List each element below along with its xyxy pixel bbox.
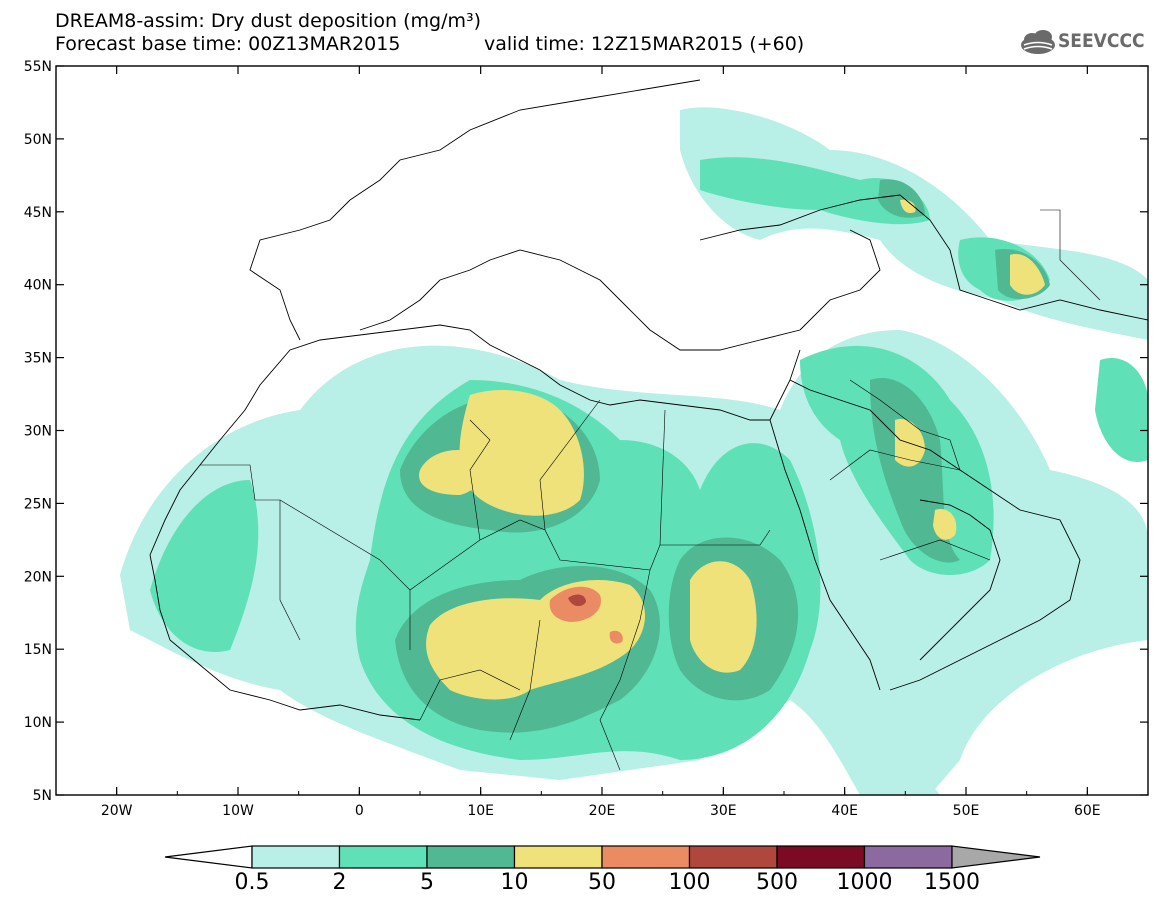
map-title: DREAM8-assim: Dry dust deposition (mg/m³… <box>55 10 482 32</box>
lat-label: 15N <box>24 642 52 658</box>
colorbar-label: 2 <box>333 870 347 895</box>
colorbar-label: 500 <box>756 870 798 895</box>
lat-label: 20N <box>24 569 52 585</box>
colorbar-swatch <box>601 845 691 869</box>
lat-label: 5N <box>33 788 52 804</box>
lon-label: 0 <box>355 803 364 819</box>
dust-deposition-layer <box>120 107 1148 795</box>
lat-label: 45N <box>24 205 52 221</box>
colorbar-label: 5 <box>420 870 434 895</box>
lon-label: 40E <box>831 803 858 819</box>
colorbar-label: 1500 <box>924 870 980 895</box>
colorbar-under-arrow <box>164 845 253 869</box>
latitude-axis: 55N 50N 45N 40N 35N 30N 25N 20N 15N 10N 5N <box>24 59 1148 804</box>
cloud-logo-icon <box>1021 30 1055 54</box>
deposition-level-10 <box>419 199 1045 700</box>
lat-label: 10N <box>24 715 52 731</box>
colorbar: 0.5 2 5 10 50 100 500 1000 1500 <box>164 845 1041 895</box>
colorbar-swatch <box>776 845 866 869</box>
lon-label: 50E <box>953 803 980 819</box>
country-borders <box>200 209 1101 771</box>
colorbar-over-arrow <box>951 845 1041 869</box>
lon-label: 30E <box>710 803 737 819</box>
lon-label: 20W <box>101 803 133 819</box>
colorbar-label: 50 <box>588 870 616 895</box>
colorbar-swatch <box>688 845 778 869</box>
lat-label: 50N <box>24 132 52 148</box>
lon-label: 20E <box>589 803 616 819</box>
lon-label: 10E <box>467 803 494 819</box>
lat-label: 55N <box>24 59 52 75</box>
lon-label: 10W <box>222 803 254 819</box>
colorbar-label: 1000 <box>837 870 893 895</box>
coastlines <box>149 79 1148 721</box>
lat-label: 35N <box>24 351 52 367</box>
lat-label: 30N <box>24 424 52 440</box>
colorbar-swatch <box>251 845 341 869</box>
forecast-base-time: Forecast base time: 00Z13MAR2015 <box>55 33 401 55</box>
valid-time: valid time: 12Z15MAR2015 (+60) <box>484 33 805 55</box>
longitude-axis: 20W 10W 0 10E 20E 30E 40E 50E 60E <box>55 66 1149 819</box>
lon-label: 60E <box>1074 803 1101 819</box>
colorbar-swatch <box>338 845 428 869</box>
lat-label: 40N <box>24 278 52 294</box>
logo-text: SEEVCCC <box>1058 30 1145 52</box>
lat-label: 25N <box>24 496 52 512</box>
colorbar-label: 0.5 <box>235 870 270 895</box>
deposition-level-100 <box>568 594 586 607</box>
colorbar-label: 100 <box>669 870 711 895</box>
colorbar-swatch <box>426 845 516 869</box>
colorbar-swatch <box>863 845 953 869</box>
colorbar-label: 10 <box>501 870 529 895</box>
colorbar-swatch <box>513 845 603 869</box>
